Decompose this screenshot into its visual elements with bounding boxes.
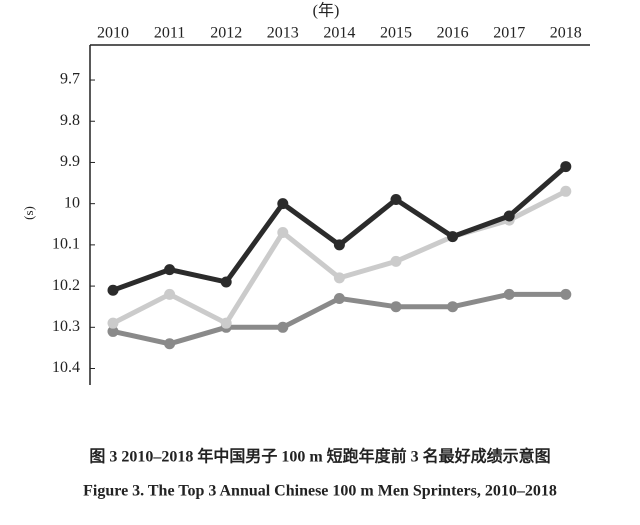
point (447, 301, 459, 313)
point (560, 185, 572, 197)
point (333, 272, 345, 284)
point (390, 194, 402, 206)
y-axis-label: (s) (21, 206, 36, 220)
point (503, 210, 515, 222)
point (333, 292, 345, 304)
point (503, 288, 515, 300)
point (277, 227, 289, 239)
point (107, 317, 119, 329)
x-tick-label: 2013 (267, 25, 299, 42)
x-tick-label: 2018 (550, 25, 582, 42)
point (220, 317, 232, 329)
y-tick-label: 10.4 (52, 359, 80, 376)
x-axis-label: (年) (313, 2, 340, 20)
y-tick-label: 10.1 (52, 236, 80, 253)
y-tick-label: 10 (64, 194, 80, 211)
point (164, 264, 176, 276)
point (277, 321, 289, 333)
caption-en: Figure 3. The Top 3 Annual Chinese 100 m… (83, 483, 557, 500)
x-tick-label: 2012 (210, 25, 242, 42)
series-line (112, 164, 568, 293)
y-tick-label: 9.7 (60, 71, 80, 88)
point (220, 276, 232, 288)
caption-cn: 图 3 2010–2018 年中国男子 100 m 短跑年度前 3 名最好成绩示… (89, 447, 550, 466)
point (560, 161, 572, 173)
point (164, 338, 176, 350)
point (164, 288, 176, 300)
x-tick-label: 2011 (154, 25, 185, 42)
point (390, 301, 402, 313)
point (107, 284, 119, 296)
x-tick-label: 2015 (380, 25, 412, 42)
point (277, 198, 289, 210)
x-tick-label: 2016 (437, 25, 469, 42)
y-tick-label: 9.8 (60, 112, 80, 129)
point (107, 325, 119, 337)
x-tick-label: 2010 (97, 25, 129, 42)
y-tick-label: 10.3 (52, 318, 80, 335)
x-tick-label: 2017 (493, 25, 525, 42)
point (447, 231, 459, 243)
y-tick-label: 9.9 (60, 153, 80, 170)
point (560, 288, 572, 300)
point (390, 255, 402, 267)
x-tick-label: 2014 (323, 25, 355, 42)
y-tick-label: 10.2 (52, 277, 80, 294)
point (333, 239, 345, 251)
